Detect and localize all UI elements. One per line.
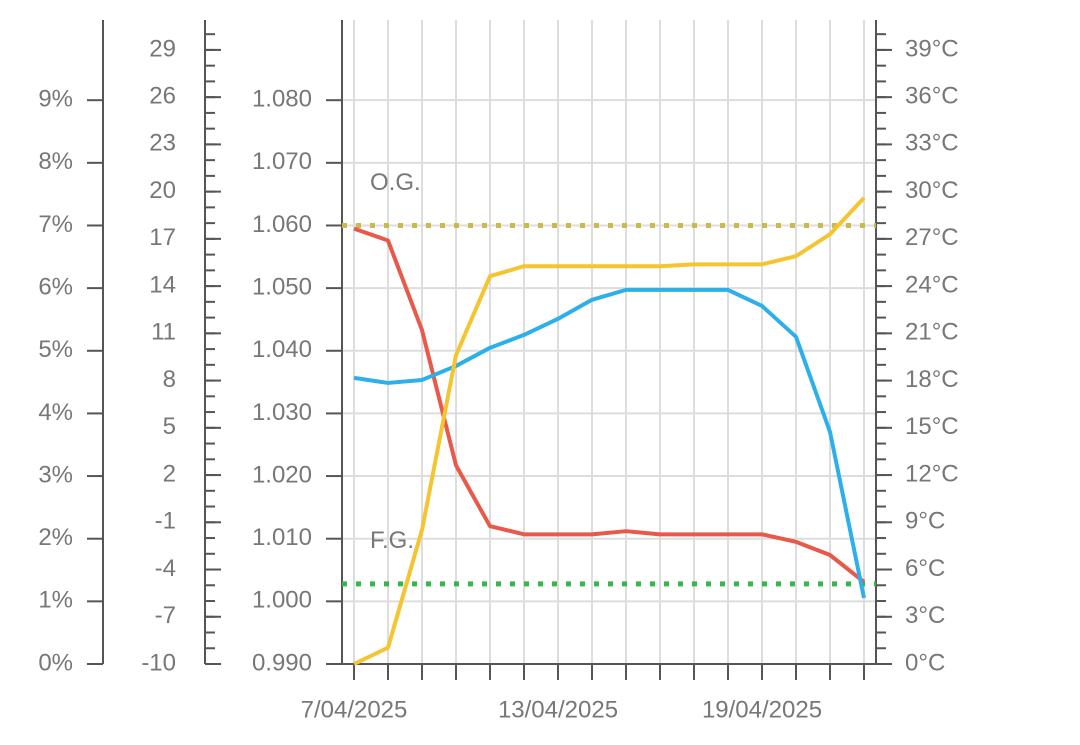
x-tick-label: 19/04/2025 (702, 696, 822, 723)
tick-label: 1.060 (252, 211, 312, 238)
tick-label: 1.040 (252, 336, 312, 363)
series-line (353, 287, 866, 599)
tick-label: 4% (38, 399, 73, 426)
tick-label: 0.990 (252, 649, 312, 676)
tick-label: 1.080 (252, 86, 312, 113)
tick-label: 27°C (905, 224, 959, 251)
tick-label: 30°C (905, 177, 959, 204)
tick-label: 9°C (905, 508, 945, 535)
reference-label: O.G. (370, 169, 421, 196)
tick-label: -10 (141, 649, 176, 676)
tick-label: 2% (38, 524, 73, 551)
tick-label: 21°C (905, 319, 959, 346)
tick-label: 26 (149, 82, 176, 109)
tick-label: 29 (149, 35, 176, 62)
tick-label: 1.070 (252, 148, 312, 175)
tick-label: 17 (149, 224, 176, 251)
tick-label: 2 (163, 460, 176, 487)
tick-label: 36°C (905, 82, 959, 109)
tick-label: 0°C (905, 649, 945, 676)
tick-label: 6% (38, 273, 73, 300)
tick-label: 1.020 (252, 461, 312, 488)
tick-label: 18°C (905, 366, 959, 393)
tick-label: 6°C (905, 555, 945, 582)
tick-label: 3% (38, 461, 73, 488)
tick-label: 8 (163, 366, 176, 393)
tick-label: 9% (38, 86, 73, 113)
tick-label: -4 (155, 555, 176, 582)
tick-label: 11 (151, 319, 176, 346)
tick-label: 14 (149, 271, 176, 298)
series-line (353, 196, 866, 666)
x-tick-label: 13/04/2025 (498, 696, 618, 723)
tick-label: 5% (38, 336, 73, 363)
tick-label: -7 (155, 602, 176, 629)
tick-label: 7% (38, 211, 73, 238)
tick-label: 15°C (905, 413, 959, 440)
tick-label: 0% (38, 649, 73, 676)
series-line (353, 226, 866, 584)
tick-label: 1.050 (252, 273, 312, 300)
tick-label: 1.010 (252, 524, 312, 551)
tick-label: 12°C (905, 460, 959, 487)
tick-label: 5 (163, 413, 176, 440)
tick-label: 1.000 (252, 587, 312, 614)
tick-label: -1 (155, 508, 176, 535)
tick-label: 24°C (905, 271, 959, 298)
x-tick-label: 7/04/2025 (301, 696, 408, 723)
tick-label: 3°C (905, 602, 945, 629)
tick-label: 8% (38, 148, 73, 175)
tick-label: 39°C (905, 35, 959, 62)
tick-label: 1% (38, 587, 73, 614)
tick-label: 33°C (905, 130, 959, 157)
tick-label: 1.030 (252, 399, 312, 426)
reference-label: F.G. (370, 527, 414, 554)
tick-label: 20 (149, 177, 176, 204)
tick-label: 23 (149, 130, 176, 157)
